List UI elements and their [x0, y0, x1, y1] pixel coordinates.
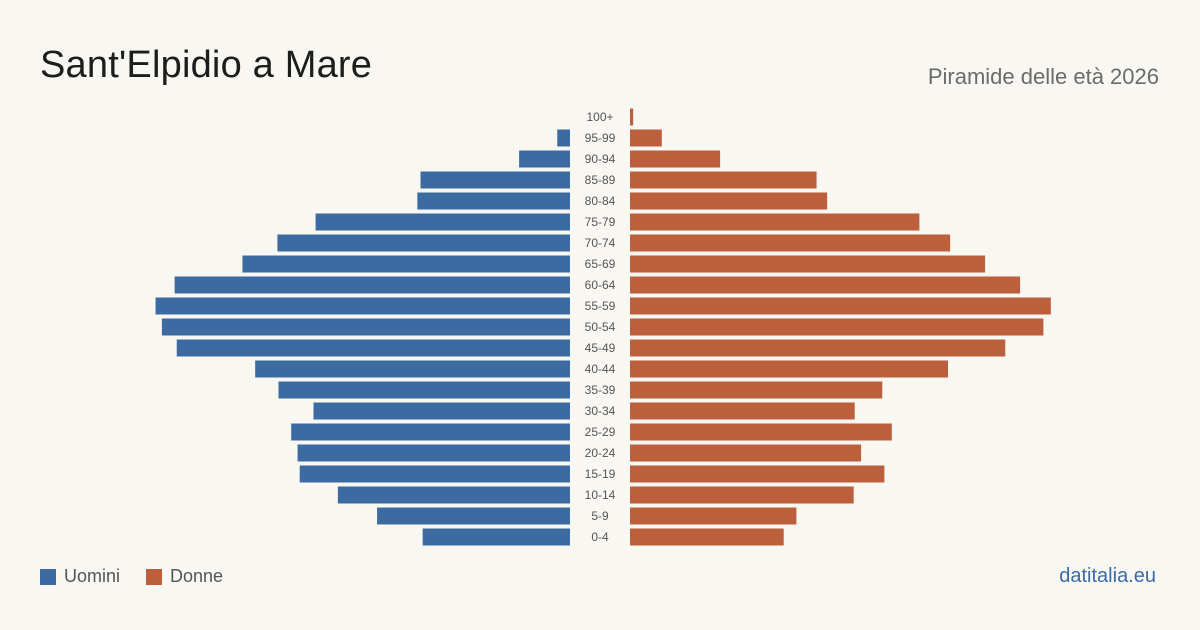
- bar-men-70-74: [277, 234, 570, 252]
- legend-item-men: Uomini: [40, 566, 120, 587]
- bar-men-60-64: [174, 276, 570, 294]
- bar-men-95-99: [557, 129, 570, 147]
- bar-men-5-9: [377, 507, 570, 525]
- age-label-80-84: 80-84: [585, 194, 616, 208]
- age-label-85-89: 85-89: [585, 173, 616, 187]
- bar-women-100plus: [630, 108, 634, 126]
- bar-men-10-14: [337, 486, 570, 504]
- age-label-35-39: 35-39: [585, 383, 616, 397]
- age-label-100plus: 100+: [586, 110, 613, 124]
- bar-men-30-34: [313, 402, 570, 420]
- chart-subtitle: Piramide delle età 2026: [927, 64, 1159, 89]
- bar-men-20-24: [297, 444, 570, 462]
- age-label-95-99: 95-99: [585, 131, 616, 145]
- bar-men-65-69: [242, 255, 570, 273]
- legend-label-women: Donne: [170, 566, 224, 586]
- bar-women-15-19: [630, 465, 885, 483]
- bar-women-5-9: [630, 507, 797, 525]
- legend: Uomini Donne: [40, 566, 249, 587]
- bar-men-75-79: [315, 213, 570, 231]
- legend-swatch-men: [40, 568, 56, 585]
- bar-men-35-39: [278, 381, 570, 399]
- age-label-65-69: 65-69: [585, 257, 616, 271]
- bar-women-35-39: [630, 381, 883, 399]
- bar-women-90-94: [630, 150, 721, 168]
- bar-men-45-49: [176, 339, 571, 357]
- age-label-0-4: 0-4: [591, 530, 609, 544]
- bar-women-50-54: [630, 318, 1044, 336]
- age-label-10-14: 10-14: [585, 488, 616, 502]
- age-label-60-64: 60-64: [585, 278, 616, 292]
- age-label-90-94: 90-94: [585, 152, 616, 166]
- bar-men-15-19: [299, 465, 570, 483]
- bar-women-75-79: [630, 213, 920, 231]
- legend-label-men: Uomini: [64, 566, 121, 586]
- bar-women-65-69: [630, 255, 986, 273]
- bar-women-30-34: [630, 402, 855, 420]
- bar-women-70-74: [630, 234, 951, 252]
- bar-men-85-89: [420, 171, 570, 189]
- bar-men-25-29: [291, 423, 570, 441]
- bar-women-80-84: [630, 192, 828, 210]
- bar-women-0-4: [630, 528, 784, 546]
- legend-item-women: Donne: [146, 566, 223, 587]
- bar-men-55-59: [155, 297, 571, 315]
- bar-women-85-89: [630, 171, 817, 189]
- age-label-70-74: 70-74: [585, 236, 616, 250]
- age-label-5-9: 5-9: [591, 509, 609, 523]
- bar-women-10-14: [630, 486, 854, 504]
- age-label-20-24: 20-24: [585, 446, 616, 460]
- bar-men-50-54: [161, 318, 570, 336]
- bar-women-40-44: [630, 360, 948, 378]
- age-label-50-54: 50-54: [585, 320, 616, 334]
- bar-men-90-94: [519, 150, 570, 168]
- age-label-25-29: 25-29: [585, 425, 616, 439]
- bar-men-40-44: [255, 360, 570, 378]
- bar-women-20-24: [630, 444, 862, 462]
- bar-women-25-29: [630, 423, 892, 441]
- age-label-75-79: 75-79: [585, 215, 616, 229]
- age-label-40-44: 40-44: [585, 362, 616, 376]
- bar-women-95-99: [630, 129, 662, 147]
- bar-women-60-64: [630, 276, 1021, 294]
- age-label-55-59: 55-59: [585, 299, 616, 313]
- bar-women-45-49: [630, 339, 1006, 357]
- bar-men-80-84: [417, 192, 570, 210]
- bar-women-55-59: [630, 297, 1051, 315]
- age-label-45-49: 45-49: [585, 341, 616, 355]
- bar-men-0-4: [422, 528, 570, 546]
- age-label-15-19: 15-19: [585, 467, 616, 481]
- chart-title: Sant'Elpidio a Mare: [40, 44, 373, 86]
- legend-swatch-women: [146, 568, 163, 585]
- age-label-30-34: 30-34: [585, 404, 616, 418]
- brand-link[interactable]: datitalia.eu: [1059, 565, 1156, 587]
